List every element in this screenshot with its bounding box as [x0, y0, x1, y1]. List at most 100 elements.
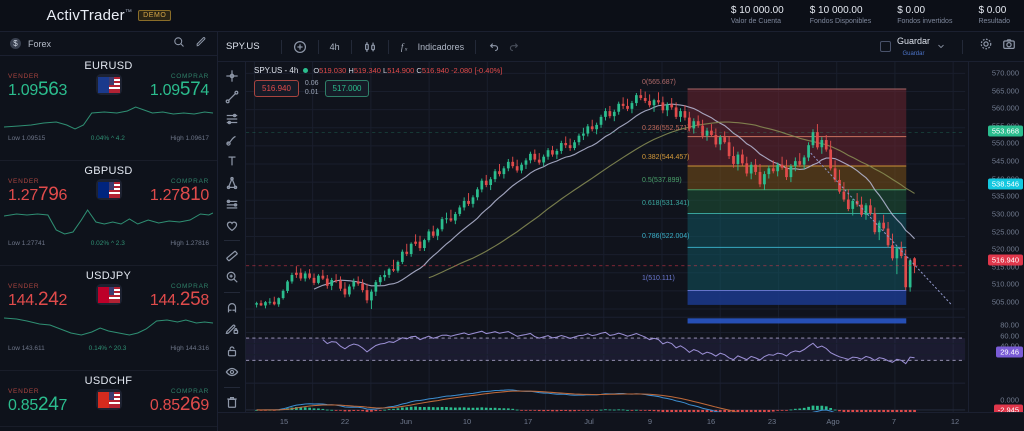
svg-text:f: f — [400, 42, 404, 52]
plus-circle-icon[interactable] — [289, 40, 311, 54]
sell-price[interactable]: 1.27796 — [8, 184, 68, 205]
eye-icon[interactable] — [221, 362, 243, 381]
save-label: Guardar — [896, 35, 930, 46]
price-tick: 530.000 — [991, 209, 1019, 219]
save-layout-control[interactable]: Guardar Guardar — [879, 35, 946, 59]
account-available: $ 10 000.00 Fondos Disponibles — [810, 5, 871, 27]
drawing-toolbar[interactable] — [218, 62, 246, 412]
favorite-heart-icon[interactable] — [221, 216, 243, 235]
buy-price[interactable]: 0.85269 — [149, 394, 209, 415]
sell-price[interactable]: 144.242 — [8, 289, 68, 310]
magnet-icon[interactable] — [221, 298, 243, 317]
fibonacci-level-label: 0.618(531.341) — [642, 200, 690, 208]
gann-fan-icon[interactable] — [221, 173, 243, 192]
account-balance-label: Valor de Cuenta — [730, 17, 781, 25]
watchlist-item[interactable]: USDCHF VENDER 0.85247 COMPRAR 0.85269 — [0, 371, 217, 427]
sell-label: VENDER — [8, 73, 40, 80]
price-tick: 550.000 — [991, 138, 1019, 148]
spread-bottom: 0.01 — [304, 89, 319, 96]
horizontal-lines-icon[interactable] — [221, 109, 243, 128]
pair-flag-icon — [95, 389, 122, 410]
text-icon[interactable] — [221, 152, 243, 171]
pair-change: 0.04% ^ 4.2 — [90, 135, 125, 142]
account-result-value: $ 0.00 — [978, 4, 1007, 16]
watchlist-item[interactable]: EURUSD VENDER 1.09563 COMPRAR 1.09574 Low 1.0… — [0, 56, 217, 161]
rsi-tick: 40.00 — [1000, 342, 1019, 351]
watchlist-category[interactable]: Forex — [28, 38, 52, 49]
price-tick: 535.000 — [991, 191, 1019, 201]
undo-icon[interactable] — [483, 40, 504, 53]
price-badge: 553.668 — [987, 125, 1023, 137]
chart-main: SPY.US - 4h O519.030 H519.340 L514.900 C… — [218, 62, 1024, 431]
main-body: $ Forex EURUSD VENDER 1.09563 COMPRAR 1.0957… — [0, 32, 1024, 431]
pen-curve-icon[interactable] — [221, 130, 243, 149]
pair-sparkline — [3, 101, 214, 135]
account-available-value: $ 10 000.00 — [809, 4, 863, 16]
pencil-icon[interactable] — [195, 35, 207, 53]
sell-price[interactable]: 1.09563 — [8, 79, 68, 100]
chevron-down-icon[interactable] — [936, 38, 946, 56]
buy-price[interactable]: 1.09574 — [149, 79, 209, 100]
fib-levels-icon[interactable] — [221, 195, 243, 214]
watchlist-item[interactable]: USDJPY VENDER 144.242 COMPRAR 144.258 Low 143… — [0, 266, 217, 371]
buy-label: COMPRAR — [170, 73, 209, 80]
pair-sparkline — [3, 311, 214, 345]
high-key: H — [348, 66, 354, 75]
timeframe-selector[interactable]: 4h — [329, 41, 340, 52]
chart-canvas[interactable] — [246, 62, 1024, 412]
rsi-tick: 80.00 — [1000, 320, 1019, 330]
sell-label: VENDER — [8, 178, 40, 185]
watchlist-item[interactable]: GBPUSD VENDER 1.27796 COMPRAR 1.27810 Low 1.2… — [0, 161, 217, 266]
macd-badge: -2.945 — [993, 404, 1023, 416]
toolbar-separator — [223, 240, 240, 242]
price-tick: 515.000 — [991, 262, 1019, 272]
fibonacci-level-label: 0.382(544.457) — [642, 153, 690, 161]
price-badge: 538.546 — [987, 178, 1023, 190]
crosshair-icon[interactable] — [221, 66, 243, 85]
indicators-label: Indicadores — [417, 41, 465, 52]
price-axis[interactable]: 570.000565.000560.000555.000550.000545.0… — [968, 62, 1024, 431]
sell-price[interactable]: 0.85247 — [8, 394, 68, 415]
toolbar-separator — [223, 386, 240, 388]
demo-badge: DEMO — [138, 10, 172, 21]
time-tick: Ago — [826, 417, 840, 426]
price-tick: 525.000 — [991, 227, 1019, 237]
brand-logo[interactable]: ActivTrader™ DEMO — [0, 0, 218, 32]
time-tick: Jun — [399, 417, 413, 426]
redo-icon[interactable] — [504, 40, 525, 53]
sell-price-button[interactable]: 516.940 — [254, 79, 299, 97]
buy-price[interactable]: 1.27810 — [149, 184, 209, 205]
buy-label: COMPRAR — [170, 178, 209, 185]
pair-change: 0.14% ^ 20.3 — [88, 345, 127, 352]
lock-icon[interactable] — [221, 341, 243, 360]
sell-label: VENDER — [8, 388, 40, 395]
pencil-lock-icon[interactable] — [221, 319, 243, 338]
svg-text:x: x — [404, 47, 408, 53]
change-percent: [-0.40%] — [474, 66, 503, 75]
save-checkbox[interactable] — [879, 41, 891, 52]
account-invested-label: Fondos invertidos — [897, 17, 953, 25]
gear-icon[interactable] — [979, 37, 993, 56]
chart-symbol[interactable]: SPY.US — [226, 41, 260, 52]
trendline-icon[interactable] — [221, 87, 243, 106]
candle-type-icon[interactable] — [359, 40, 381, 54]
zoom-in-icon[interactable] — [221, 268, 243, 287]
rsi-badge: 29.46 — [996, 346, 1023, 358]
chart-plot[interactable]: SPY.US - 4h O519.030 H519.340 L514.900 C… — [246, 62, 1024, 431]
time-tick: 23 — [767, 417, 777, 426]
buy-price-button[interactable]: 517.000 — [324, 79, 370, 97]
time-axis[interactable]: 15 22 Jun 10 17 Jul 9 16 23 Ago 7 12 — [218, 412, 1024, 431]
fibonacci-level-label: 1(510.111) — [642, 274, 675, 282]
watchlist-items[interactable]: EURUSD VENDER 1.09563 COMPRAR 1.09574 Low 1.0… — [0, 56, 217, 431]
top-bar: ActivTrader™ DEMO $ 10 000.00 Valor de C… — [0, 0, 1024, 32]
account-balance: $ 10 000.00 Valor de Cuenta — [731, 5, 784, 27]
search-icon[interactable] — [173, 35, 185, 53]
buy-price[interactable]: 144.258 — [149, 289, 209, 310]
account-invested-value: $ 0.00 — [897, 4, 926, 16]
ruler-icon[interactable] — [221, 246, 243, 265]
trash-icon[interactable] — [221, 393, 243, 412]
save-sublabel: Guardar — [902, 50, 925, 57]
camera-icon[interactable] — [1002, 37, 1016, 56]
live-status-dot — [303, 68, 309, 73]
